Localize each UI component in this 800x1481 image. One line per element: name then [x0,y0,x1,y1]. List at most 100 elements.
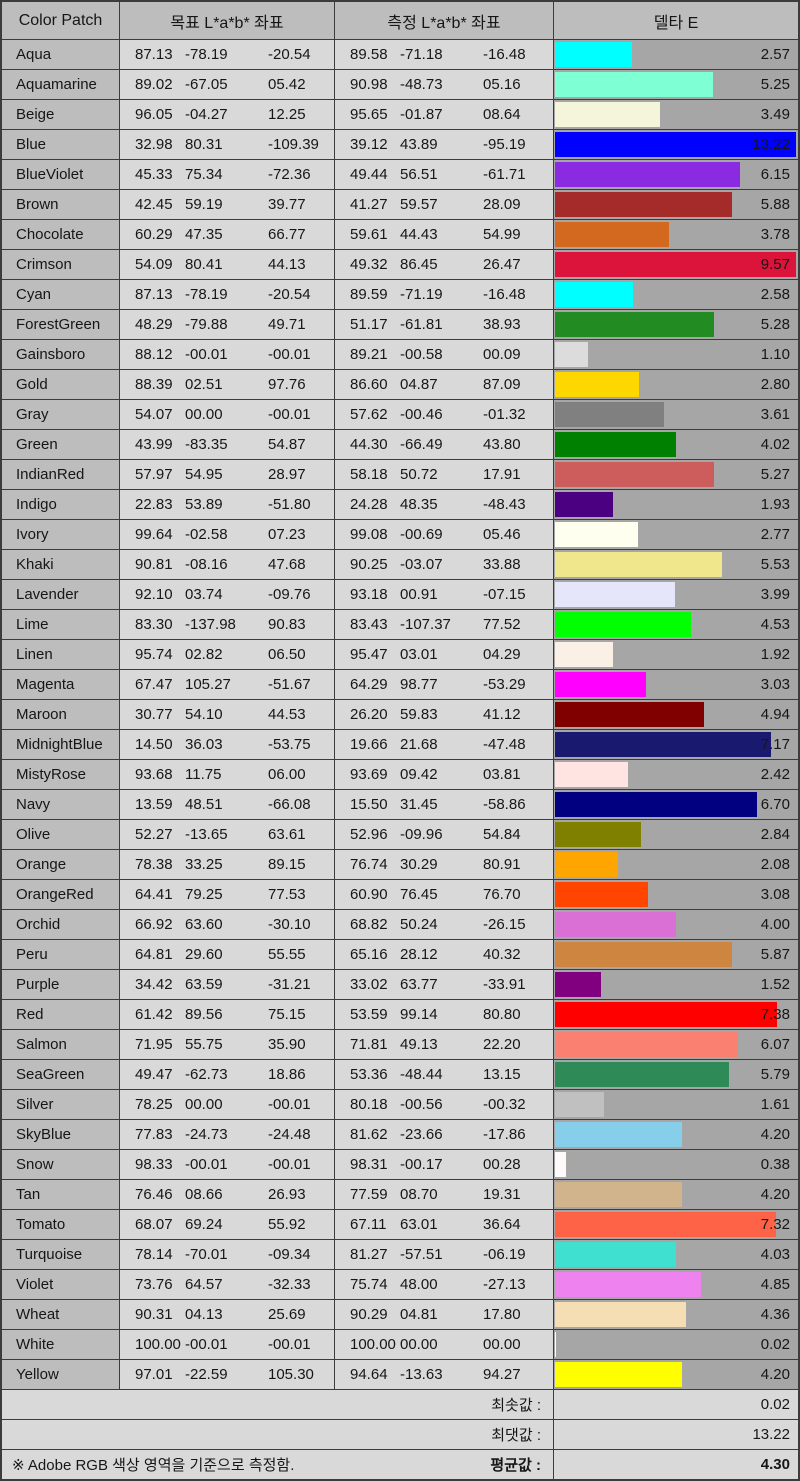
target-lab-cell: 54.09 80.41 44.13 [120,250,335,279]
measured-lab-cell-l: 49.44 [350,166,388,183]
target-lab-cell-a: -04.27 [185,106,228,123]
summary-row-min: 최솟값 : 0.02 [2,1390,798,1420]
target-lab-cell-b: -109.39 [268,136,319,153]
target-lab-cell-l: 88.12 [135,346,173,363]
delta-e-cell: 5.27 [554,460,798,489]
target-lab-cell: 45.33 75.34 -72.36 [120,160,335,189]
patch-name-cell: Khaki [2,550,120,579]
target-lab-cell-b: 25.69 [268,1306,306,1323]
measured-lab-cell-b: -16.48 [483,46,526,63]
delta-e-bar [555,612,692,637]
table-row: Snow 98.33 -00.01 -00.01 98.31 -00.17 00.28 0.3… [2,1150,798,1180]
delta-e-value: 0.02 [760,1336,790,1353]
measured-lab-cell: 95.47 03.01 04.29 [335,640,554,669]
delta-e-cell: 3.78 [554,220,798,249]
measured-lab-cell-l: 41.27 [350,196,388,213]
target-lab-cell: 68.07 69.24 55.92 [120,1210,335,1239]
target-lab-cell-l: 90.81 [135,556,173,573]
target-lab-cell: 95.74 02.82 06.50 [120,640,335,669]
measured-lab-cell-b: 40.32 [483,946,521,963]
table-row: SkyBlue 77.83 -24.73 -24.48 81.62 -23.66 -17.8… [2,1120,798,1150]
delta-e-bar [555,1212,776,1237]
target-lab-cell-a: 54.10 [185,706,223,723]
target-lab-cell: 49.47 -62.73 18.86 [120,1060,335,1089]
delta-e-bar [555,732,771,757]
table-row: Aquamarine 89.02 -67.05 05.42 90.98 -48.73 05.… [2,70,798,100]
target-lab-cell-b: -53.75 [268,736,311,753]
measured-lab-cell-a: 63.77 [400,976,438,993]
target-lab-cell-b: 89.15 [268,856,306,873]
measured-lab-cell-l: 68.82 [350,916,388,933]
delta-e-cell: 0.02 [554,1330,798,1359]
target-lab-cell-l: 78.25 [135,1096,173,1113]
target-lab-cell-b: 105.30 [268,1366,314,1383]
delta-e-cell: 4.20 [554,1180,798,1209]
measured-lab-cell-b: 00.09 [483,346,521,363]
target-lab-cell-b: -20.54 [268,286,311,303]
delta-e-bar [555,582,676,607]
target-lab-cell-a: 89.56 [185,1006,223,1023]
header-measured-lab: 측정 L*a*b* 좌표 [335,2,554,39]
target-lab-cell-l: 64.41 [135,886,173,903]
delta-e-cell: 7.38 [554,1000,798,1029]
measured-lab-cell: 77.59 08.70 19.31 [335,1180,554,1209]
table-row: Lavender 92.10 03.74 -09.76 93.18 00.91 -07.15… [2,580,798,610]
target-lab-cell-a: -00.01 [185,1336,228,1353]
delta-e-cell: 6.15 [554,160,798,189]
target-lab-cell-a: 75.34 [185,166,223,183]
measured-lab-cell-l: 100.00 [350,1336,396,1353]
measured-lab-cell-a: -00.56 [400,1096,443,1113]
target-lab-cell: 88.39 02.51 97.76 [120,370,335,399]
summary-max-value: 13.22 [752,1426,790,1443]
delta-e-value: 2.80 [760,376,790,393]
delta-e-bar [555,342,589,367]
target-lab-cell: 90.31 04.13 25.69 [120,1300,335,1329]
table-row: Orange 78.38 33.25 89.15 76.74 30.29 80.91 2.08 [2,850,798,880]
delta-e-value: 4.20 [760,1186,790,1203]
delta-e-bar [555,132,796,157]
delta-e-bar [555,1032,738,1057]
table-row: Peru 64.81 29.60 55.55 65.16 28.12 40.32 5.87 [2,940,798,970]
measured-lab-cell: 53.36 -48.44 13.15 [335,1060,554,1089]
target-lab-cell-l: 92.10 [135,586,173,603]
delta-e-bar [555,1002,778,1027]
delta-e-value: 2.77 [760,526,790,543]
target-lab-cell: 93.68 11.75 06.00 [120,760,335,789]
summary-row-max: 최댓값 : 13.22 [2,1420,798,1450]
patch-name-cell: IndianRed [2,460,120,489]
target-lab-cell-b: 54.87 [268,436,306,453]
patch-name-cell: Silver [2,1090,120,1119]
measured-lab-cell-b: 54.84 [483,826,521,843]
measured-lab-cell: 67.11 63.01 36.64 [335,1210,554,1239]
patch-name-cell: Brown [2,190,120,219]
target-lab-cell-b: -20.54 [268,46,311,63]
patch-name-cell: Snow [2,1150,120,1179]
delta-e-value: 3.78 [760,226,790,243]
measured-lab-cell-b: -53.29 [483,676,526,693]
delta-e-cell: 4.02 [554,430,798,459]
measured-lab-cell-b: 77.52 [483,616,521,633]
measured-lab-cell-l: 71.81 [350,1036,388,1053]
target-lab-cell-b: -00.01 [268,406,311,423]
target-lab-cell-a: 54.95 [185,466,223,483]
target-lab-cell-a: 00.00 [185,1096,223,1113]
target-lab-cell-a: 29.60 [185,946,223,963]
delta-e-cell: 3.61 [554,400,798,429]
target-lab-cell-b: 63.61 [268,826,306,843]
table-row: IndianRed 57.97 54.95 28.97 58.18 50.72 17.91 5… [2,460,798,490]
delta-e-bar [555,282,633,307]
delta-e-value: 4.02 [760,436,790,453]
patch-name-cell: MidnightBlue [2,730,120,759]
measured-lab-cell-b: 05.46 [483,526,521,543]
delta-e-bar [555,1092,604,1117]
target-lab-cell-l: 87.13 [135,46,173,63]
delta-e-cell: 2.42 [554,760,798,789]
target-lab-cell-a: -13.65 [185,826,228,843]
delta-e-cell: 1.10 [554,340,798,369]
patch-name-cell: Salmon [2,1030,120,1059]
measured-lab-cell-a: -71.19 [400,286,443,303]
measured-lab-cell-a: 50.24 [400,916,438,933]
target-lab-cell-a: 80.41 [185,256,223,273]
target-lab-cell: 97.01 -22.59 105.30 [120,1360,335,1389]
measured-lab-cell-l: 19.66 [350,736,388,753]
